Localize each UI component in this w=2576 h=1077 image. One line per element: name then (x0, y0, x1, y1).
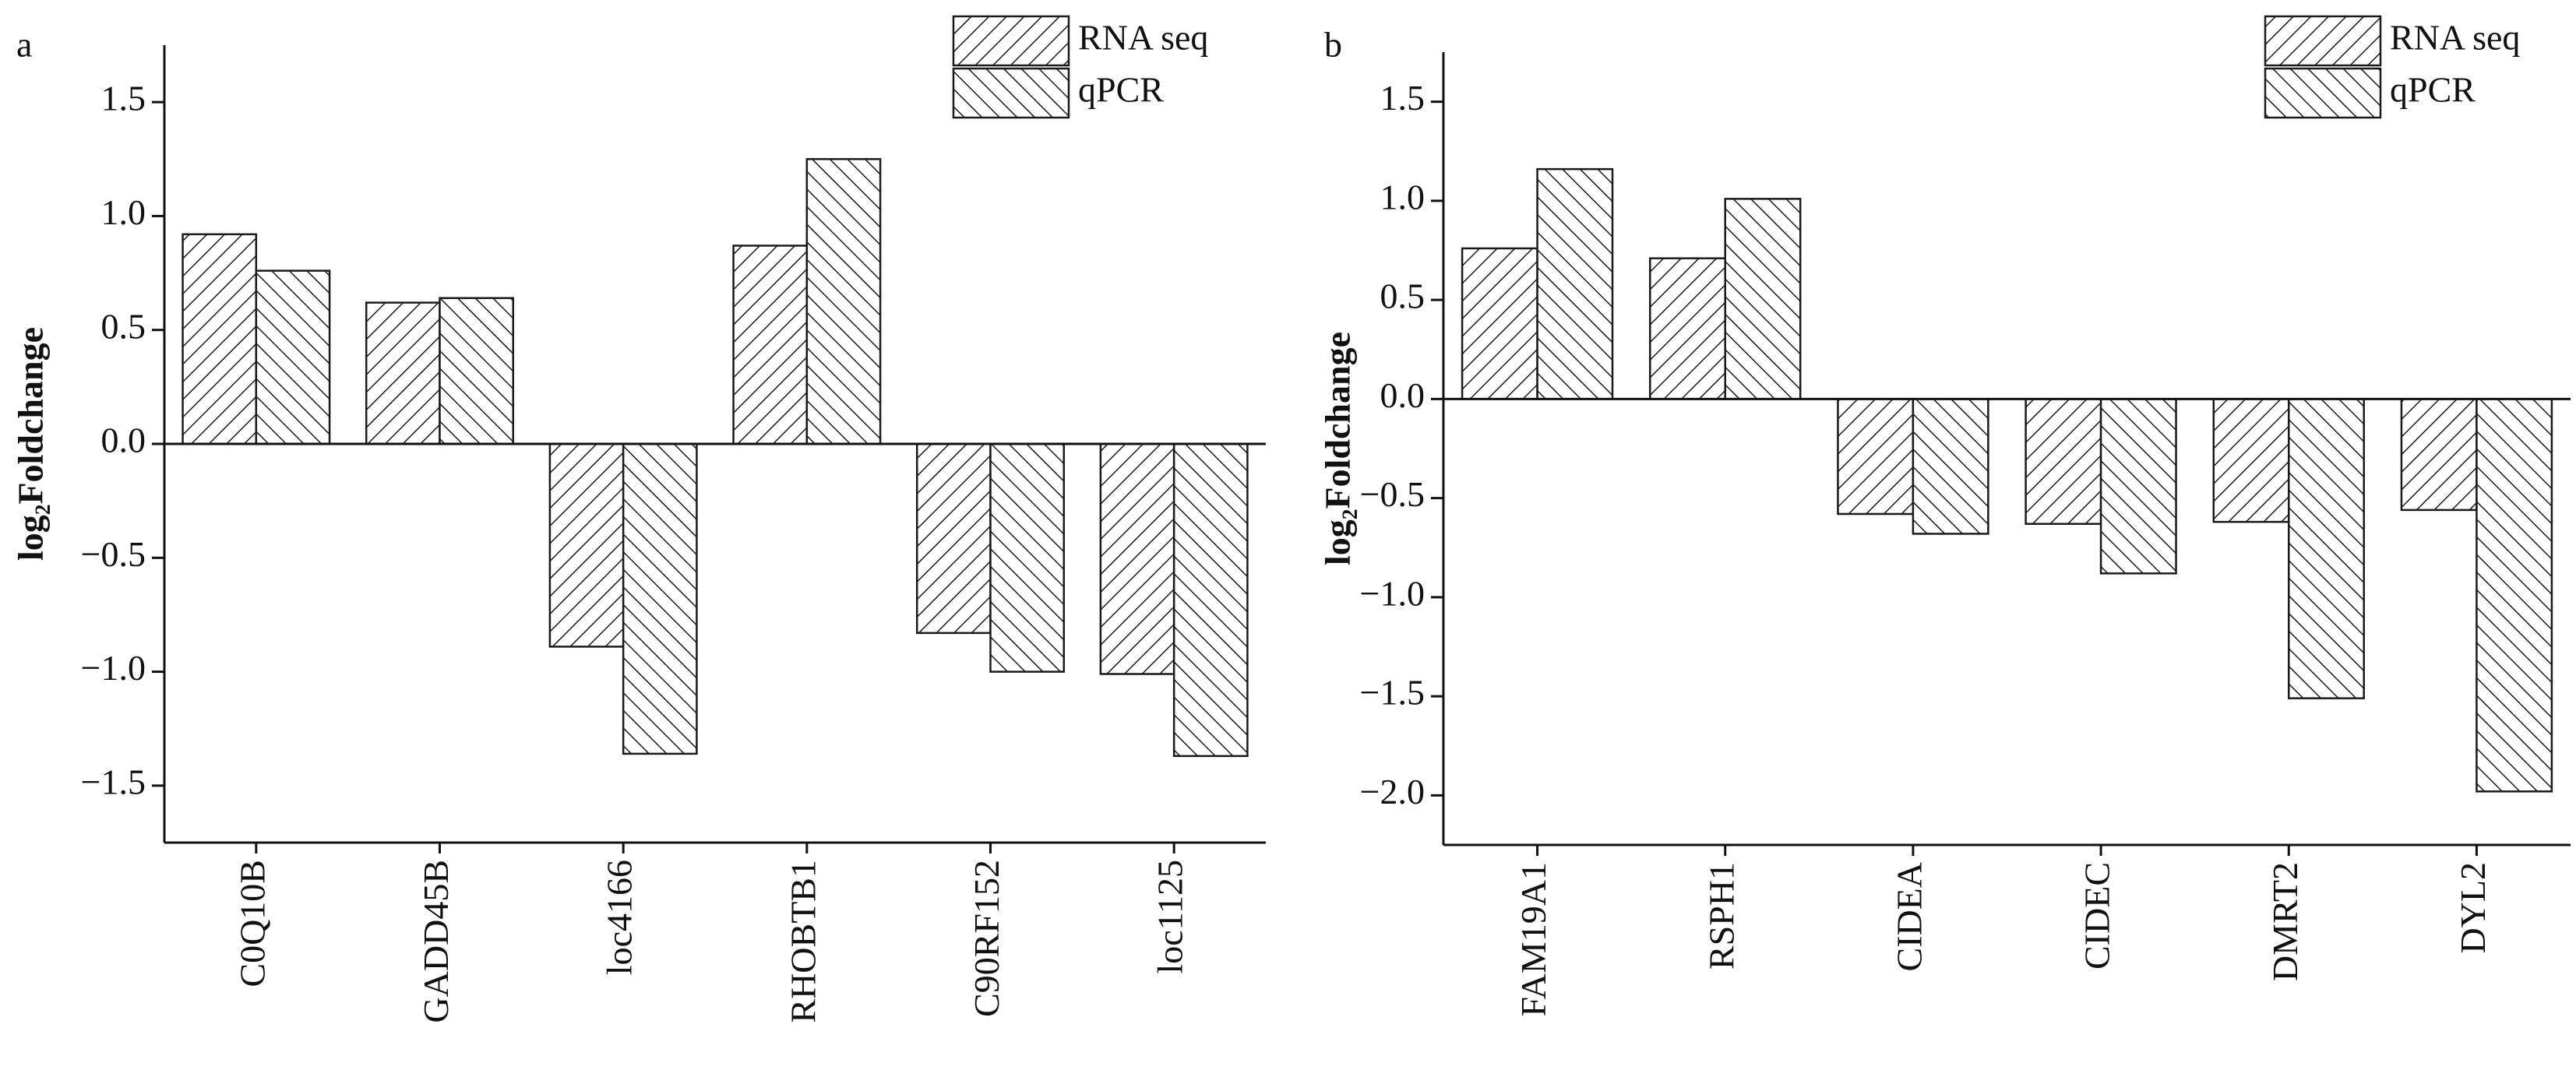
y-tick-label: −1.5 (81, 762, 146, 801)
bar (255, 269, 331, 445)
y-tick-label: 1.5 (1380, 78, 1425, 118)
bar (2025, 398, 2102, 525)
bar (805, 158, 882, 445)
x-tick-label: CIDEC (2077, 862, 2117, 970)
legend-label: RNA seq (2390, 18, 2520, 58)
bar (548, 442, 625, 648)
bar (622, 442, 698, 755)
x-tick-label: loc1125 (1151, 860, 1190, 974)
x-tick-label: CIDEA (1889, 862, 1929, 972)
bar (2400, 398, 2478, 512)
bar (732, 245, 809, 445)
y-tick-label: 0.0 (101, 421, 146, 460)
bar (2212, 398, 2290, 523)
y-axis-label: log₂Foldchange (1318, 332, 1358, 565)
bar (989, 442, 1066, 673)
y-tick-label: −1.0 (1360, 573, 1425, 613)
y-tick-label: −2.0 (1360, 772, 1425, 811)
bar (2099, 398, 2177, 575)
legend-swatch (952, 15, 1070, 67)
x-tick-label: RSPH1 (1701, 862, 1741, 970)
bar (1461, 247, 1538, 400)
x-tick-label: DMRT2 (2265, 862, 2305, 981)
x-tick-label: loc4166 (600, 860, 640, 975)
panel-label: b (1324, 25, 1342, 65)
y-axis-label: log₂Foldchange (11, 327, 51, 561)
bar (915, 442, 992, 635)
y-tick-label: 1.0 (1380, 177, 1425, 216)
bar (439, 297, 515, 445)
bar (181, 233, 258, 445)
y-tick-label: −0.5 (81, 534, 146, 574)
bar (365, 301, 441, 445)
bar (2288, 398, 2365, 699)
legend-swatch (2264, 67, 2382, 119)
bar (1536, 167, 1614, 400)
x-tick-label: C90RF152 (967, 860, 1006, 1017)
legend-swatch (2264, 15, 2382, 67)
bar (1912, 398, 1989, 535)
legend-label: qPCR (2390, 70, 2476, 110)
y-tick-label: −0.5 (1360, 474, 1425, 514)
y-tick-label: 0.5 (1380, 276, 1425, 316)
y-tick-label: 1.0 (101, 192, 146, 232)
x-tick-label: DYL2 (2453, 862, 2493, 954)
legend-label: RNA seq (1078, 18, 1208, 58)
x-tick-label: GADD45B (416, 860, 456, 1023)
bar (2476, 398, 2553, 793)
bar (1099, 442, 1175, 675)
x-tick-label: C0Q10B (232, 860, 272, 987)
y-tick-label: −1.5 (1360, 673, 1425, 713)
bar (1724, 198, 1802, 400)
bar (1837, 398, 1915, 516)
panel-label: a (16, 25, 32, 65)
legend-label: qPCR (1078, 70, 1164, 110)
y-tick-label: −1.0 (81, 648, 146, 688)
x-tick-label: RHOBTB1 (783, 860, 823, 1023)
legend-swatch (952, 67, 1070, 119)
bar (1649, 257, 1727, 400)
y-tick-label: 1.5 (101, 79, 146, 118)
y-tick-label: 0.5 (101, 306, 146, 346)
bar (1172, 442, 1249, 758)
x-tick-label: FAM19A1 (1514, 862, 1553, 1017)
y-tick-label: 0.0 (1380, 375, 1425, 415)
